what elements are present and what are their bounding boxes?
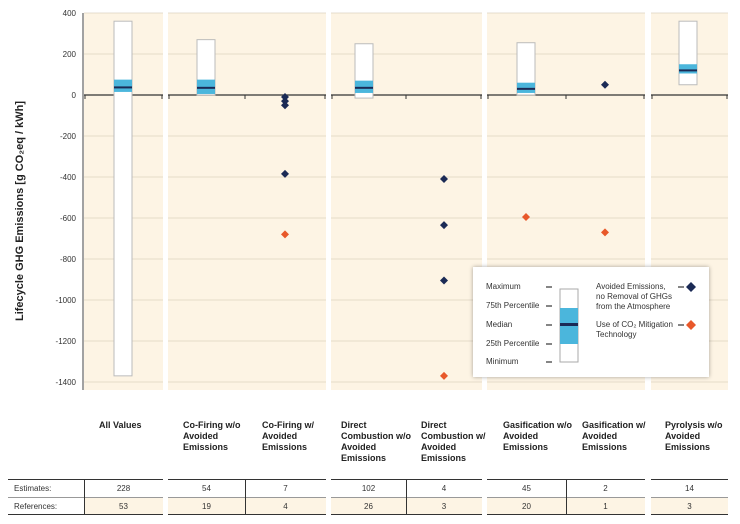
table-cell: 1 xyxy=(603,502,608,511)
box-median xyxy=(355,86,373,89)
table-rule xyxy=(168,479,326,480)
category-label: Direct Combustion w/o Avoided Emissions xyxy=(341,420,411,463)
table-cell: 3 xyxy=(441,502,447,511)
table-rule xyxy=(487,479,645,480)
category-label: Co-Firing w/ Avoided Emissions xyxy=(262,420,314,452)
table-divider xyxy=(406,480,407,514)
table-divider xyxy=(566,480,567,514)
data-point-mitigation xyxy=(522,212,530,221)
category-label: All Values xyxy=(99,420,142,430)
y-tick-label: 400 xyxy=(63,9,77,18)
y-tick-label: 200 xyxy=(63,50,77,59)
box-iqr xyxy=(197,79,215,94)
table-cell: 102 xyxy=(361,484,376,493)
legend-minimum: Minimum xyxy=(486,357,519,366)
table-row-label: References: xyxy=(14,502,58,511)
data-point-mitigation xyxy=(440,371,448,380)
table-cell: 26 xyxy=(364,502,373,511)
table-divider xyxy=(245,480,246,514)
y-tick-label: -1000 xyxy=(56,296,77,305)
box-range xyxy=(678,20,698,86)
category-label: Gasification w/ Avoided Emissions xyxy=(582,420,646,452)
table-cell: 53 xyxy=(119,502,128,511)
legend-75th: 75th Percentile xyxy=(486,301,540,310)
y-tick-label: 0 xyxy=(72,91,77,100)
data-point-avoided xyxy=(281,101,289,110)
table-rule xyxy=(651,514,728,515)
box-iqr xyxy=(355,80,373,93)
data-point-avoided xyxy=(440,175,448,184)
legend-25th: 25th Percentile xyxy=(486,339,540,348)
box-iqr xyxy=(679,64,697,74)
table-rule xyxy=(168,497,326,498)
table-cell: 45 xyxy=(522,484,531,493)
table-cell: 54 xyxy=(202,484,211,493)
box-median xyxy=(197,86,215,89)
legend-maximum: Maximum xyxy=(486,282,521,291)
box-iqr xyxy=(114,79,132,92)
y-axis-label: Lifecycle GHG Emissions [g CO₂eq / kWh] xyxy=(14,100,26,322)
table-rule xyxy=(331,479,482,480)
data-point-avoided xyxy=(281,93,289,102)
data-point-avoided xyxy=(281,97,289,106)
y-tick-label: -600 xyxy=(60,214,77,223)
box-median xyxy=(679,69,697,72)
data-point-mitigation xyxy=(601,228,609,237)
table-row-bg xyxy=(84,498,163,514)
category-label: Pyrolysis w/o Avoided Emissions xyxy=(665,420,723,452)
table-row-bg xyxy=(168,498,326,514)
legend-mitigation: Use of CO₂ Mitigation Technology xyxy=(596,320,673,339)
legend-median: Median xyxy=(486,320,513,329)
data-point-avoided xyxy=(440,276,448,285)
table-row-bg xyxy=(651,498,728,514)
table-rule xyxy=(487,514,645,515)
table-rule xyxy=(651,479,728,480)
data-point-avoided xyxy=(440,221,448,230)
legend-avoided: Avoided Emissions, no Removal of GHGs fr… xyxy=(596,282,673,311)
category-label: Co-Firing w/o Avoided Emissions xyxy=(183,420,241,452)
table-cell: 4 xyxy=(441,484,447,493)
table-cell: 7 xyxy=(283,484,288,493)
box-range xyxy=(516,42,536,96)
table-cell: 2 xyxy=(603,484,608,493)
panel-2 xyxy=(331,13,482,390)
y-tick-label: -800 xyxy=(60,255,77,264)
data-point-mitigation xyxy=(281,230,289,239)
table-row-label: Estimates: xyxy=(14,484,52,493)
legend: Maximum 75th Percentile Median 25th Perc… xyxy=(473,267,709,377)
table-cell: 20 xyxy=(522,502,531,511)
table-rule xyxy=(651,497,728,498)
y-tick-label: -1400 xyxy=(56,378,77,387)
table-cell: 3 xyxy=(687,502,692,511)
y-tick-label: -200 xyxy=(60,132,77,141)
table-rule xyxy=(8,497,163,498)
legend-symbols xyxy=(546,282,696,363)
category-label: Gasification w/o Avoided Emissions xyxy=(503,420,573,452)
panel-1 xyxy=(168,13,326,390)
table-cell: 14 xyxy=(685,484,694,493)
table-cell: 19 xyxy=(202,502,211,511)
table-cell: 228 xyxy=(116,484,131,493)
data-point-avoided xyxy=(281,169,289,178)
box-iqr xyxy=(517,82,535,93)
data-point-avoided xyxy=(601,80,609,89)
table-cell: 4 xyxy=(283,502,288,511)
box-range xyxy=(113,20,133,377)
box-median xyxy=(517,87,535,90)
table-rule xyxy=(331,514,482,515)
y-tick-label: -1200 xyxy=(56,337,77,346)
table-rule xyxy=(8,514,163,515)
table-divider xyxy=(84,480,85,514)
y-tick-label: -400 xyxy=(60,173,77,182)
box-median xyxy=(114,86,132,89)
table-rule xyxy=(8,479,163,480)
table-rule xyxy=(168,514,326,515)
category-label: Direct Combustion w/ Avoided Emissions xyxy=(421,420,486,463)
